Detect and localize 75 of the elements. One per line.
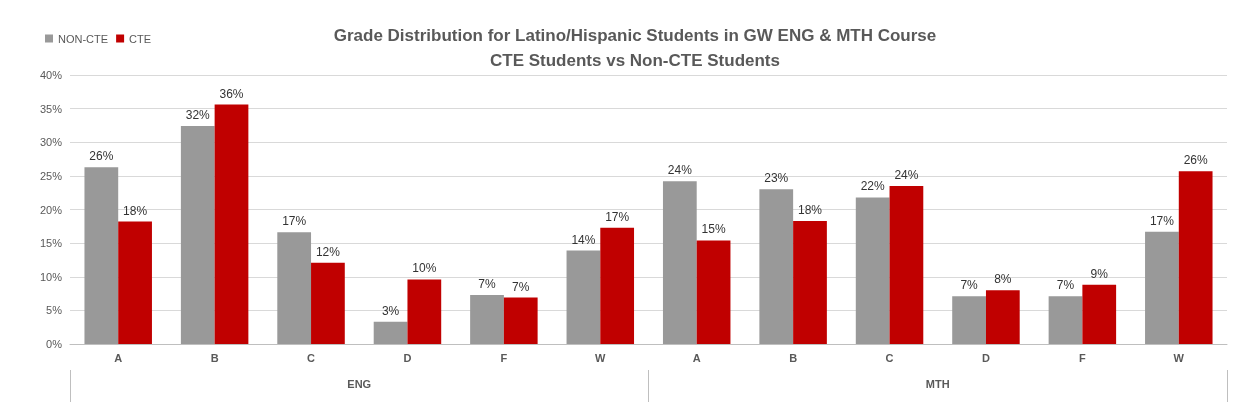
x-tick-label: B: [210, 351, 219, 364]
text: MTH: [925, 377, 950, 390]
legend-label: NON-CTE: [58, 32, 109, 45]
y-tick-label: 5%: [46, 304, 63, 317]
data-label: 23%: [764, 171, 789, 186]
x-tick-label: W: [1173, 351, 1185, 364]
x-tick-label: D: [403, 351, 412, 364]
bar: [1145, 231, 1179, 344]
y-tick-label: 40%: [39, 69, 63, 81]
x-tick-label: F: [500, 351, 508, 364]
data-label: 9%: [1090, 266, 1109, 281]
data-label: 24%: [894, 167, 919, 182]
data-label: 15%: [701, 222, 726, 237]
y-tick-label: 0%: [46, 338, 63, 350]
bar: [1178, 171, 1213, 344]
x-tick-label: C: [885, 351, 894, 364]
bar: [662, 181, 697, 344]
data-label: 26%: [1183, 153, 1208, 168]
data-label: 22%: [860, 179, 885, 194]
data-label: 8%: [994, 272, 1012, 287]
bar: [759, 189, 794, 344]
bar: [889, 185, 924, 344]
y-tick-label: 35%: [39, 102, 63, 115]
data-label: 18%: [123, 203, 148, 218]
y-tick-label: 10%: [39, 270, 63, 283]
bar: [470, 294, 504, 344]
bar: [118, 221, 152, 344]
bar: [855, 197, 890, 344]
chart-title: Grade Distribution for Latino/Hispanic Students in GW ENG & MTH Course: [333, 26, 937, 45]
data-label: 12%: [315, 244, 341, 259]
bar: [407, 279, 442, 344]
bar: [277, 232, 312, 344]
data-label: 17%: [1149, 213, 1175, 228]
bar: [696, 240, 731, 344]
bar: [952, 296, 986, 344]
bar: [566, 250, 601, 344]
x-tick-label: W: [595, 351, 607, 364]
text: ENG: [347, 377, 372, 390]
data-label: 26%: [89, 149, 114, 164]
bar: [1082, 284, 1117, 344]
data-label: 17%: [282, 214, 307, 229]
data-label: 10%: [412, 261, 437, 276]
bar: [1048, 296, 1083, 344]
bar: [503, 297, 538, 344]
bar: [600, 227, 635, 344]
bar: [214, 104, 249, 344]
bar: [180, 126, 215, 344]
bar: [84, 167, 119, 344]
bar: [985, 290, 1020, 344]
x-tick-label: F: [1079, 351, 1087, 364]
y-tick-label: 20%: [39, 203, 63, 216]
bar: [793, 220, 827, 344]
data-label: 18%: [797, 202, 823, 217]
data-label: 17%: [605, 209, 630, 224]
x-tick-label: C: [307, 351, 316, 364]
x-tick-label: D: [981, 351, 990, 364]
y-tick-label: 25%: [39, 169, 63, 182]
data-label: 36%: [219, 86, 244, 101]
bar: [373, 321, 408, 344]
chart-subtitle: CTE Students vs Non-CTE Students: [490, 51, 780, 70]
data-label: 7%: [1056, 278, 1075, 293]
data-label: 3%: [381, 303, 400, 318]
data-label: 7%: [960, 278, 979, 293]
data-label: 32%: [185, 108, 211, 123]
y-tick-label: 15%: [39, 237, 63, 250]
legend-label: CTE: [129, 32, 152, 45]
data-label: 7%: [512, 279, 530, 294]
y-tick-label: 30%: [39, 136, 63, 149]
x-tick-label: A: [114, 351, 123, 364]
data-label: 24%: [667, 163, 693, 178]
data-label: 14%: [571, 232, 596, 247]
data-label: 7%: [478, 276, 496, 291]
bar: [311, 262, 345, 344]
x-tick-label: A: [692, 351, 701, 364]
x-tick-label: B: [789, 351, 798, 364]
